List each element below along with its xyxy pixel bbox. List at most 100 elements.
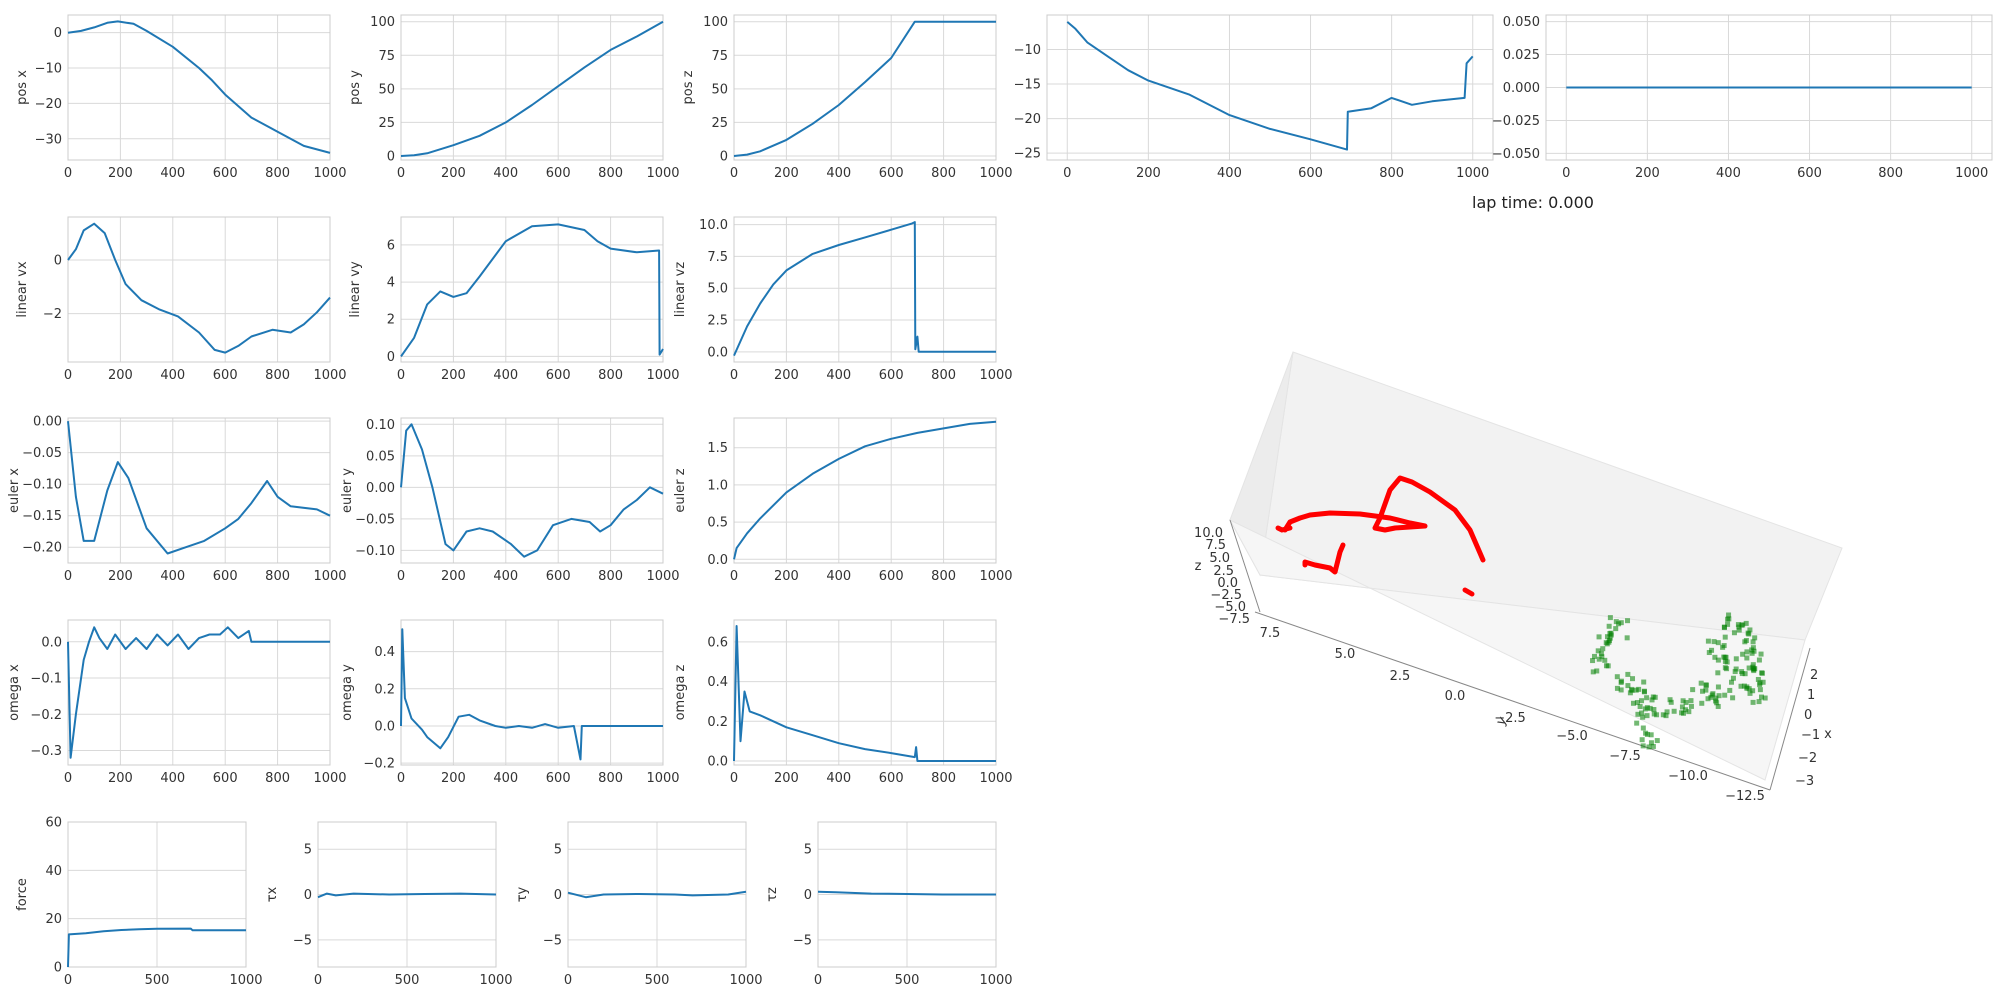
y-tick-label: −0.2	[363, 757, 395, 772]
green-point	[1598, 650, 1604, 656]
green-point	[1591, 653, 1597, 659]
green-point	[1633, 687, 1639, 693]
y-tick-label: 0	[54, 26, 62, 41]
green-point	[1671, 708, 1677, 714]
green-point	[1641, 689, 1647, 695]
green-point	[1700, 688, 1706, 694]
green-point	[1590, 669, 1596, 675]
y-tick-label: 0.2	[374, 682, 395, 697]
green-point	[1680, 710, 1686, 716]
green-point	[1716, 693, 1722, 699]
green-point	[1750, 699, 1756, 705]
green-point	[1762, 695, 1768, 701]
z3d-tick-label: 0.0	[1217, 576, 1238, 591]
y-tick-label: 5	[554, 843, 562, 858]
x-tick-label: 400	[160, 166, 185, 181]
green-point	[1733, 666, 1739, 672]
x-tick-label: 500	[895, 973, 920, 988]
z3d-tick-label: −7.5	[1218, 612, 1250, 627]
series-line	[67, 927, 246, 968]
plot-area	[734, 217, 996, 362]
green-point	[1644, 713, 1650, 719]
green-point	[1614, 685, 1620, 691]
x-tick-label: 0	[64, 368, 72, 383]
y-axis-label: pos z	[681, 70, 696, 104]
y-tick-label: −25	[1014, 147, 1041, 162]
x-tick-label: 0	[730, 166, 738, 181]
series-line	[67, 222, 331, 354]
y-tick-label: 0.0	[707, 345, 728, 360]
green-point	[1730, 695, 1736, 701]
y-tick-label: 0	[54, 961, 62, 976]
x3d-tick-label: 1	[1807, 688, 1815, 703]
x-tick-label: 500	[645, 973, 670, 988]
green-point	[1739, 669, 1745, 675]
x-tick-label: 1000	[313, 771, 346, 786]
x-tick-label: 600	[546, 368, 571, 383]
z3d-axis-label: z	[1195, 559, 1202, 574]
series-line	[733, 20, 996, 157]
green-point	[1646, 744, 1652, 750]
x-tick-label: 500	[395, 973, 420, 988]
x-tick-label: 800	[598, 771, 623, 786]
green-point	[1668, 699, 1674, 705]
x-tick-label: 200	[774, 166, 799, 181]
green-point	[1606, 623, 1612, 629]
green-point	[1705, 638, 1711, 644]
green-point	[1723, 654, 1729, 660]
x-tick-label: 600	[879, 569, 904, 584]
green-point	[1711, 639, 1717, 645]
green-point	[1751, 648, 1757, 654]
series-line	[400, 628, 663, 761]
plot-area	[401, 217, 663, 362]
y-tick-label: 0	[387, 149, 395, 164]
x-tick-label: 500	[145, 973, 170, 988]
y-tick-label: 0.0	[707, 553, 728, 568]
green-point	[1756, 699, 1762, 705]
x-tick-label: 400	[1716, 166, 1741, 181]
plot-frame	[67, 216, 331, 363]
y-tick-label: 100	[370, 15, 395, 30]
x-tick-label: 200	[108, 368, 133, 383]
y-tick-label: −0.2	[30, 708, 62, 723]
plot-area	[734, 15, 996, 160]
y-tick-label: −0.3	[30, 744, 62, 759]
green-point	[1596, 634, 1602, 640]
y-tick-label: 7.5	[707, 250, 728, 265]
x-tick-label: 0	[397, 166, 405, 181]
green-point	[1650, 743, 1656, 749]
plot-frame	[733, 14, 997, 161]
x-tick-label: 0	[730, 569, 738, 584]
green-point	[1721, 643, 1727, 649]
green-point	[1624, 635, 1630, 641]
x-tick-label: 200	[441, 166, 466, 181]
x-tick-label: 1000	[1955, 166, 1988, 181]
green-point	[1602, 657, 1608, 663]
green-point	[1640, 725, 1646, 731]
green-point	[1725, 621, 1731, 627]
x-tick-label: 1000	[646, 771, 679, 786]
x-tick-label: 200	[108, 771, 133, 786]
y-tick-label: 0.4	[707, 675, 728, 690]
y-axis-label: omega x	[7, 664, 22, 721]
y-tick-label: −2	[43, 307, 62, 322]
green-point	[1607, 635, 1613, 641]
x-tick-label: 1000	[646, 368, 679, 383]
x-tick-label: 800	[598, 166, 623, 181]
y-tick-label: 1.0	[707, 478, 728, 493]
y-tick-label: 6	[387, 238, 395, 253]
green-point	[1614, 674, 1620, 680]
green-point	[1699, 700, 1705, 706]
x-tick-label: 1000	[979, 368, 1012, 383]
y-tick-label: 60	[45, 816, 62, 831]
x-tick-label: 400	[493, 166, 518, 181]
y3d-tick-label: 0.0	[1445, 689, 1466, 704]
green-point	[1755, 676, 1761, 682]
y-tick-label: −15	[1014, 78, 1041, 93]
x-tick-label: 600	[213, 166, 238, 181]
green-point	[1738, 683, 1744, 689]
y3d-tick-label: 7.5	[1260, 626, 1281, 641]
x-tick-label: 600	[213, 569, 238, 584]
plot-area	[401, 15, 663, 160]
y-tick-label: −5	[793, 933, 812, 948]
